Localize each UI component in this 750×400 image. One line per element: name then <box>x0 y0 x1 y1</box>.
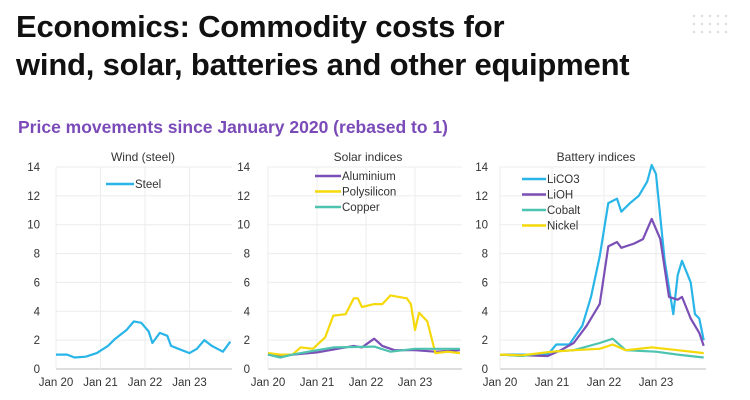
y-tick-label: 12 <box>237 191 250 203</box>
title-line-1: Economics: Commodity costs for <box>16 9 505 44</box>
y-tick-label: 4 <box>34 306 41 318</box>
y-tick-label: 0 <box>34 364 40 376</box>
chart-panel-3: 0 2 4 6 8 10 12 14 Jan 20 Jan 21 Jan 22 Jan 23 Batte… <box>475 150 706 389</box>
y-tick-label: 10 <box>237 220 250 232</box>
legend-label: Cobalt <box>547 205 581 217</box>
slide-title: Economics: Commodity costs for wind, sol… <box>16 8 630 84</box>
legend-label: Steel <box>135 179 161 191</box>
y-tick-label: 8 <box>244 249 250 261</box>
y-tick-label: 14 <box>237 162 250 174</box>
x-tick-label: Jan 22 <box>349 377 384 389</box>
series-line-steel <box>56 320 232 359</box>
x-tick-label: Jan 23 <box>398 377 433 389</box>
x-tick-label: Jan 23 <box>639 377 674 389</box>
y-tick-label: 0 <box>482 364 488 376</box>
x-tick-label: Jan 21 <box>83 377 118 389</box>
y-tick-label: 10 <box>27 220 40 232</box>
x-tick-label: Jan 20 <box>39 377 74 389</box>
chart-panel-1: 0 2 4 6 8 10 12 14 Jan 20 Jan 21 Jan 22 Jan 23 Wind … <box>27 150 232 389</box>
x-tick-label: Jan 21 <box>300 377 335 389</box>
chart-panel-2: 0 2 4 6 8 10 12 14 Jan 20 Jan 21 Jan 22 Jan 23 Solar… <box>237 150 462 389</box>
dot-grid-decoration <box>690 12 728 34</box>
legend-label: Polysilicon <box>342 187 396 199</box>
x-tick-label: Jan 23 <box>172 377 207 389</box>
title-line-2: wind, solar, batteries and other equipme… <box>16 47 630 82</box>
y-tick-label: 2 <box>244 335 250 347</box>
series-line-lioh <box>499 217 705 358</box>
x-tick-label: Jan 22 <box>128 377 163 389</box>
legend-label: Aluminium <box>342 171 396 183</box>
series-line-polysilicon <box>267 294 461 356</box>
legend-label: Nickel <box>547 221 578 233</box>
x-tick-label: Jan 20 <box>483 377 518 389</box>
legend-label: LiOH <box>547 190 573 202</box>
y-tick-label: 8 <box>34 249 40 261</box>
legend-label: LiCO3 <box>547 174 580 186</box>
y-tick-label: 14 <box>475 162 488 174</box>
series-line-lico3 <box>500 163 705 356</box>
panel-title: Solar indices <box>334 150 403 164</box>
y-tick-label: 4 <box>244 306 251 318</box>
y-tick-label: 6 <box>34 277 40 289</box>
y-tick-label: 2 <box>34 335 40 347</box>
y-tick-label: 10 <box>475 220 488 232</box>
legend-label: Copper <box>342 202 380 214</box>
x-tick-label: Jan 20 <box>251 377 286 389</box>
y-tick-label: 0 <box>244 364 250 376</box>
panel-title: Wind (steel) <box>111 150 175 164</box>
y-tick-label: 12 <box>27 191 40 203</box>
y-tick-label: 12 <box>475 191 488 203</box>
y-tick-label: 2 <box>482 335 488 347</box>
slide-subtitle: Price movements since January 2020 (reba… <box>18 117 448 137</box>
x-tick-label: Jan 21 <box>535 377 570 389</box>
series-line-copper <box>267 345 460 359</box>
y-tick-label: 6 <box>244 277 250 289</box>
y-tick-label: 8 <box>482 249 488 261</box>
y-tick-label: 14 <box>27 162 40 174</box>
x-tick-label: Jan 22 <box>587 377 622 389</box>
y-tick-label: 4 <box>482 306 489 318</box>
panel-title: Battery indices <box>557 150 636 164</box>
series-line-nickel <box>499 343 704 357</box>
y-tick-label: 6 <box>482 277 488 289</box>
